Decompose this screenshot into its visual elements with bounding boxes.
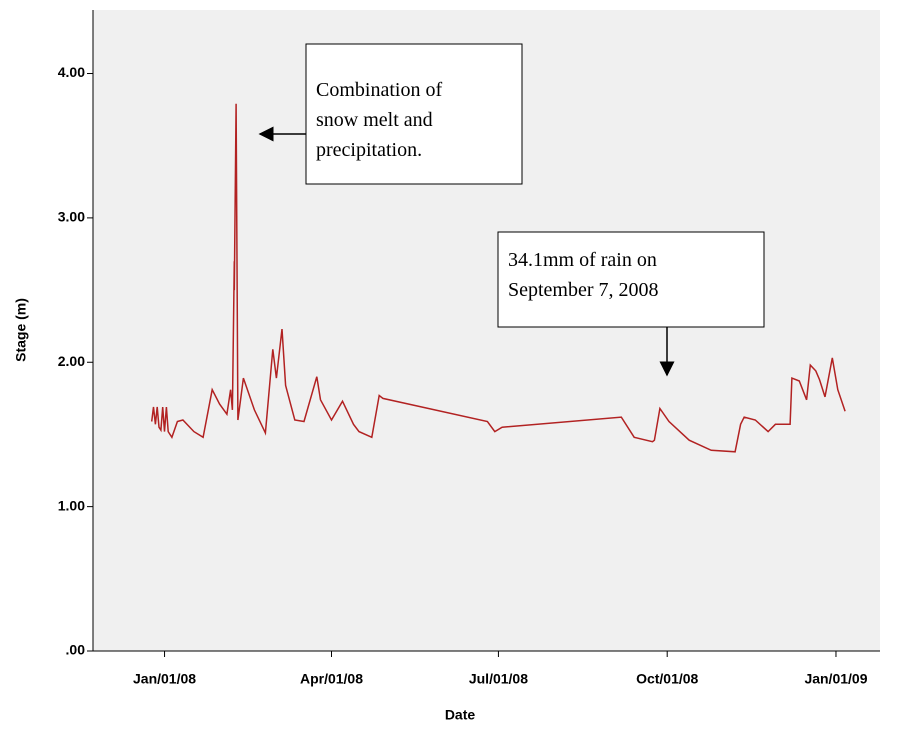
y-tick-label: 3.00	[58, 209, 85, 225]
annotation-text: Combination of	[316, 79, 442, 101]
annotation-box	[305, 43, 523, 185]
x-tick-label: Jan/01/08	[133, 671, 196, 687]
data-line	[150, 103, 846, 453]
x-tick-label: Jul/01/08	[469, 671, 528, 687]
y-tick-label: 2.00	[58, 353, 85, 369]
x-axis-title: Date	[445, 707, 476, 723]
annotation-box	[497, 231, 765, 328]
annotation-text: precipitation.	[316, 139, 422, 161]
annotation-text: 34.1mm of rain on	[508, 249, 657, 271]
annotation-text: September 7, 2008	[508, 279, 659, 301]
y-tick-label: 1.00	[58, 497, 85, 513]
y-axis-title: Stage (m)	[13, 298, 29, 362]
y-tick-label: .00	[66, 642, 86, 658]
y-tick-label: 4.00	[58, 64, 85, 80]
x-tick-label: Oct/01/08	[636, 671, 698, 687]
x-tick-label: Apr/01/08	[300, 671, 363, 687]
annotation-text: snow melt and	[316, 109, 433, 131]
x-tick-label: Jan/01/09	[804, 671, 867, 687]
